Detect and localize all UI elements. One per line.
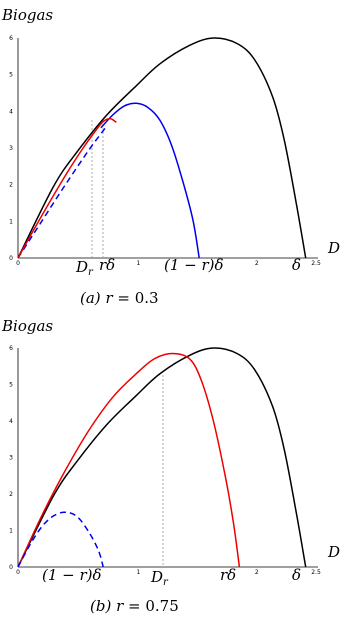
y-tick-label-a-5: 5 — [9, 72, 13, 79]
y-tick-label-b-0: 0 — [9, 564, 13, 571]
series-line-a-1 — [100, 102, 200, 259]
y-tick-label-a-3: 3 — [9, 145, 13, 152]
annotation-rdelta-b: rδ — [220, 566, 236, 584]
annotation-one-minus-r-delta-a: (1 − r)δ — [164, 256, 224, 274]
x-tick-label-b-0: 0 — [16, 569, 20, 576]
annotation-one-minus-r-delta-b: (1 − r)δ — [42, 566, 102, 584]
series-line-a-0 — [17, 37, 307, 259]
x-tick-label-b-3: 2.5 — [311, 569, 321, 576]
annotation-rdelta-a: rδ — [99, 256, 115, 274]
x-axis-label-a: D — [327, 239, 340, 257]
series-line-a-3 — [17, 117, 117, 259]
annotation-dr-b: Dr — [150, 568, 169, 588]
x-tick-label-a-3: 2.5 — [311, 260, 321, 267]
y-tick-label-a-2: 2 — [9, 182, 13, 189]
y-tick-label-b-6: 6 — [9, 345, 13, 352]
y-axis-label-a: Biogas — [1, 6, 53, 24]
series-line-b-0 — [17, 347, 307, 568]
x-tick-label-a-2: 2 — [255, 260, 259, 267]
y-tick-label-a-4: 4 — [9, 108, 13, 115]
y-tick-label-b-3: 3 — [9, 455, 13, 462]
series-line-a-2 — [17, 125, 108, 259]
x-tick-label-a-1: 1 — [136, 260, 140, 267]
x-tick-label-b-1: 1 — [136, 569, 140, 576]
y-tick-label-a-6: 6 — [9, 35, 13, 42]
y-tick-label-a-0: 0 — [9, 255, 13, 262]
x-axis-label-b: D — [327, 543, 340, 561]
y-tick-label-b-4: 4 — [9, 418, 13, 425]
x-tick-label-a-0: 0 — [16, 260, 20, 267]
caption-b: (b) r = 0.75 — [90, 597, 179, 615]
annotation-dr-a: Dr — [75, 258, 94, 278]
y-tick-label-b-1: 1 — [9, 528, 13, 535]
y-tick-label-b-2: 2 — [9, 491, 13, 498]
y-tick-label-b-5: 5 — [9, 382, 13, 389]
caption-a: (a) r = 0.3 — [80, 289, 159, 307]
annotation-delta-b: δ — [292, 566, 301, 584]
x-tick-label-b-2: 2 — [255, 569, 259, 576]
y-axis-label-b: Biogas — [1, 317, 53, 335]
y-tick-label-a-1: 1 — [9, 218, 13, 225]
annotation-delta-a: δ — [292, 256, 301, 274]
series-line-b-2 — [17, 511, 104, 568]
series-line-b-1 — [17, 352, 241, 568]
